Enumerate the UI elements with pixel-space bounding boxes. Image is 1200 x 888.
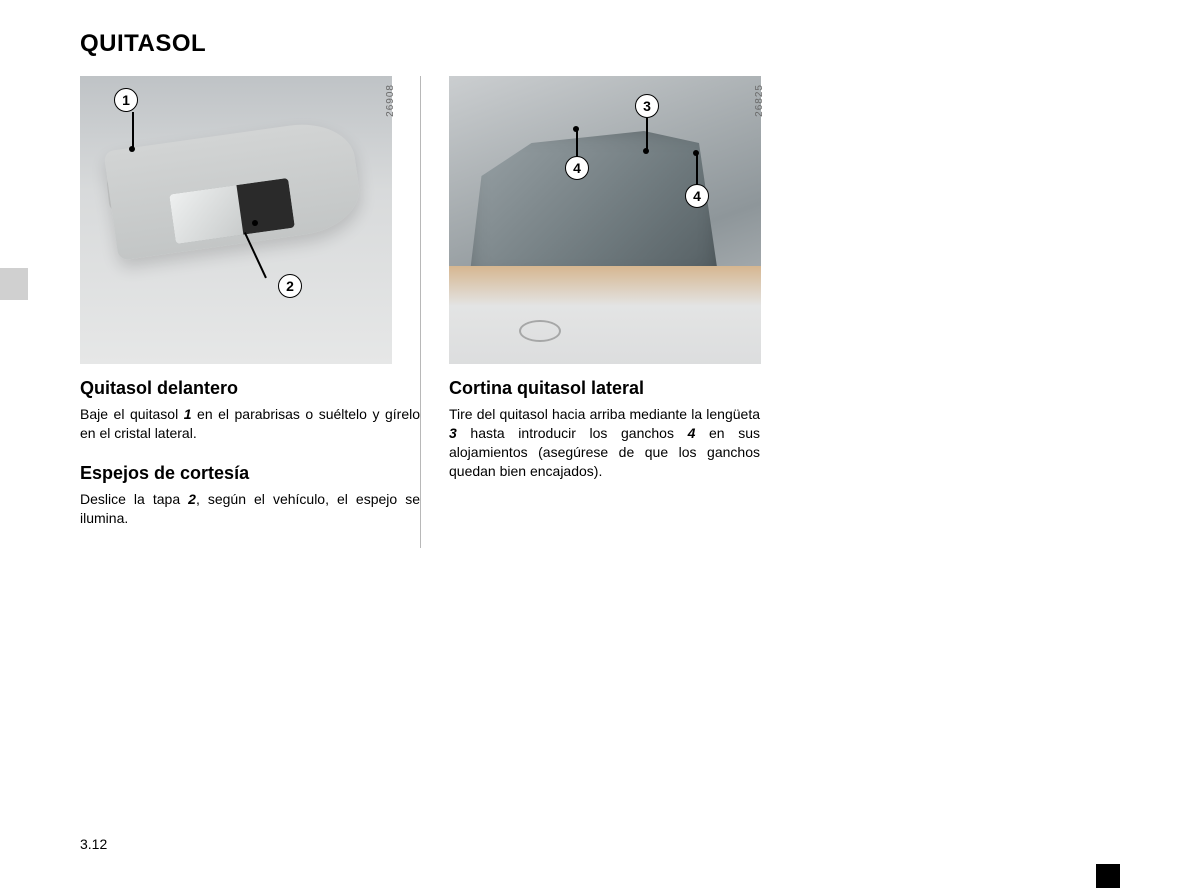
leader-line	[576, 130, 578, 158]
callout-4a: 4	[565, 156, 589, 180]
text-quitasol-delantero: Baje el quitasol 1 en el parabrisas o su…	[80, 405, 420, 443]
callout-4b: 4	[685, 184, 709, 208]
figure-1: 26908 1 2	[80, 76, 392, 364]
leader-dot	[643, 148, 649, 154]
leader-line	[132, 112, 134, 148]
leader-line	[646, 118, 648, 150]
text-fragment: Baje el quitasol	[80, 406, 184, 422]
heading-espejos-cortesia: Espejos de cortesía	[80, 463, 420, 484]
ref-number: 3	[449, 425, 457, 441]
leader-line	[696, 154, 698, 186]
bottom-corner-tab	[1096, 864, 1120, 888]
text-espejos-cortesia: Deslice la tapa 2, según el vehículo, el…	[80, 490, 420, 528]
figure-2: 26825 3 4 4	[449, 76, 761, 364]
column-right: 26825 3 4 4 Cortina quitasol lateral Tir…	[420, 76, 760, 548]
content-columns: 26908 1 2 Quitasol delantero Baje el qui…	[80, 76, 1120, 548]
page-number: 3.12	[80, 836, 107, 852]
text-fragment: Deslice la tapa	[80, 491, 188, 507]
callout-3: 3	[635, 94, 659, 118]
ref-number: 2	[188, 491, 196, 507]
figure-1-code: 26908	[385, 84, 396, 117]
callout-1: 1	[114, 88, 138, 112]
leader-dot	[129, 146, 135, 152]
callout-2: 2	[278, 274, 302, 298]
text-cortina-lateral: Tire del quitasol hacia arriba mediante …	[449, 405, 760, 481]
ref-number: 1	[184, 406, 192, 422]
text-fragment: Tire del quitasol hacia arriba mediante …	[449, 406, 760, 422]
leader-dot	[573, 126, 579, 132]
text-fragment: hasta introducir los ganchos	[457, 425, 688, 441]
heading-quitasol-delantero: Quitasol delantero	[80, 378, 420, 399]
column-left: 26908 1 2 Quitasol delantero Baje el qui…	[80, 76, 420, 548]
leader-dot	[252, 220, 258, 226]
figure-1-image	[80, 76, 392, 364]
leader-dot	[693, 150, 699, 156]
heading-cortina-lateral: Cortina quitasol lateral	[449, 378, 760, 399]
left-margin-tab	[0, 268, 28, 300]
figure-2-code: 26825	[754, 84, 765, 117]
page-title: QUITASOL	[80, 30, 1120, 58]
figure-2-image	[449, 76, 761, 364]
